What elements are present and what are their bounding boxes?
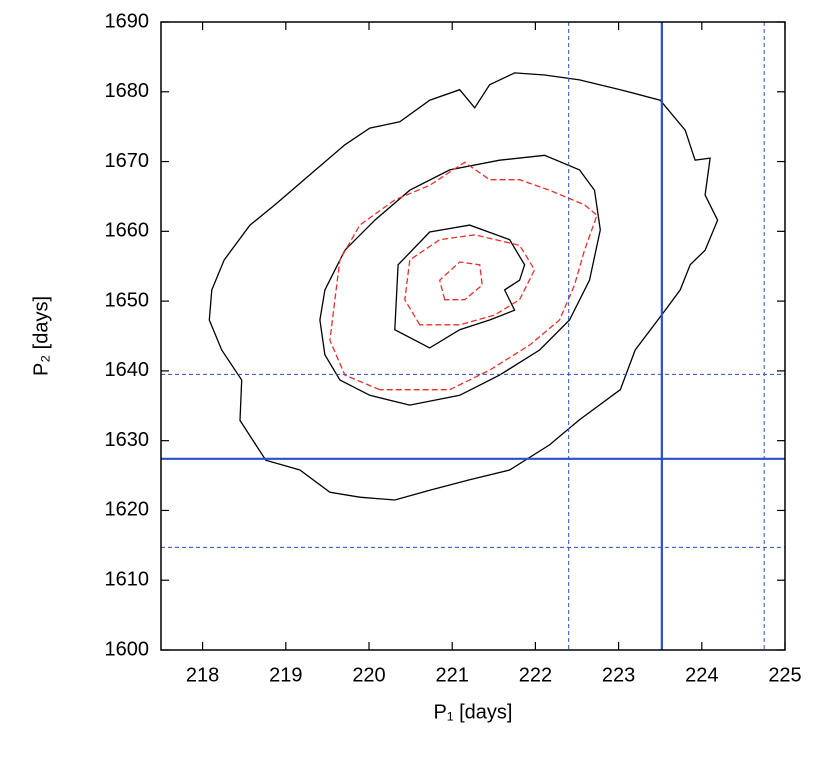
y-tick-label: 1610 <box>105 569 150 591</box>
contour-line <box>208 72 719 501</box>
contour-line <box>329 161 598 391</box>
y-tick-label: 1690 <box>105 10 150 32</box>
x-tick-label: 222 <box>519 664 552 686</box>
contour-line <box>319 154 601 406</box>
x-axis-label: P₁ [days] <box>433 701 512 723</box>
contour-line <box>404 234 536 326</box>
y-tick-label: 1670 <box>105 150 150 172</box>
x-tick-label: 225 <box>768 664 801 686</box>
x-tick-label: 224 <box>685 664 718 686</box>
x-tick-label: 220 <box>352 664 385 686</box>
contour-line <box>394 224 526 349</box>
y-tick-label: 1620 <box>105 499 150 521</box>
x-tick-label: 218 <box>186 664 219 686</box>
y-tick-label: 1660 <box>105 220 150 242</box>
contour-line <box>438 261 483 301</box>
y-tick-label: 1680 <box>105 80 150 102</box>
x-tick-label: 219 <box>269 664 302 686</box>
x-tick-label: 223 <box>602 664 635 686</box>
plot-frame <box>160 21 786 651</box>
y-tick-label: 1630 <box>105 429 150 451</box>
x-tick-label: 221 <box>436 664 469 686</box>
y-tick-label: 1640 <box>105 359 150 381</box>
y-tick-label: 1650 <box>105 289 150 311</box>
y-axis-label: P₂ [days] <box>30 296 52 376</box>
y-tick-label: 1600 <box>105 638 150 660</box>
